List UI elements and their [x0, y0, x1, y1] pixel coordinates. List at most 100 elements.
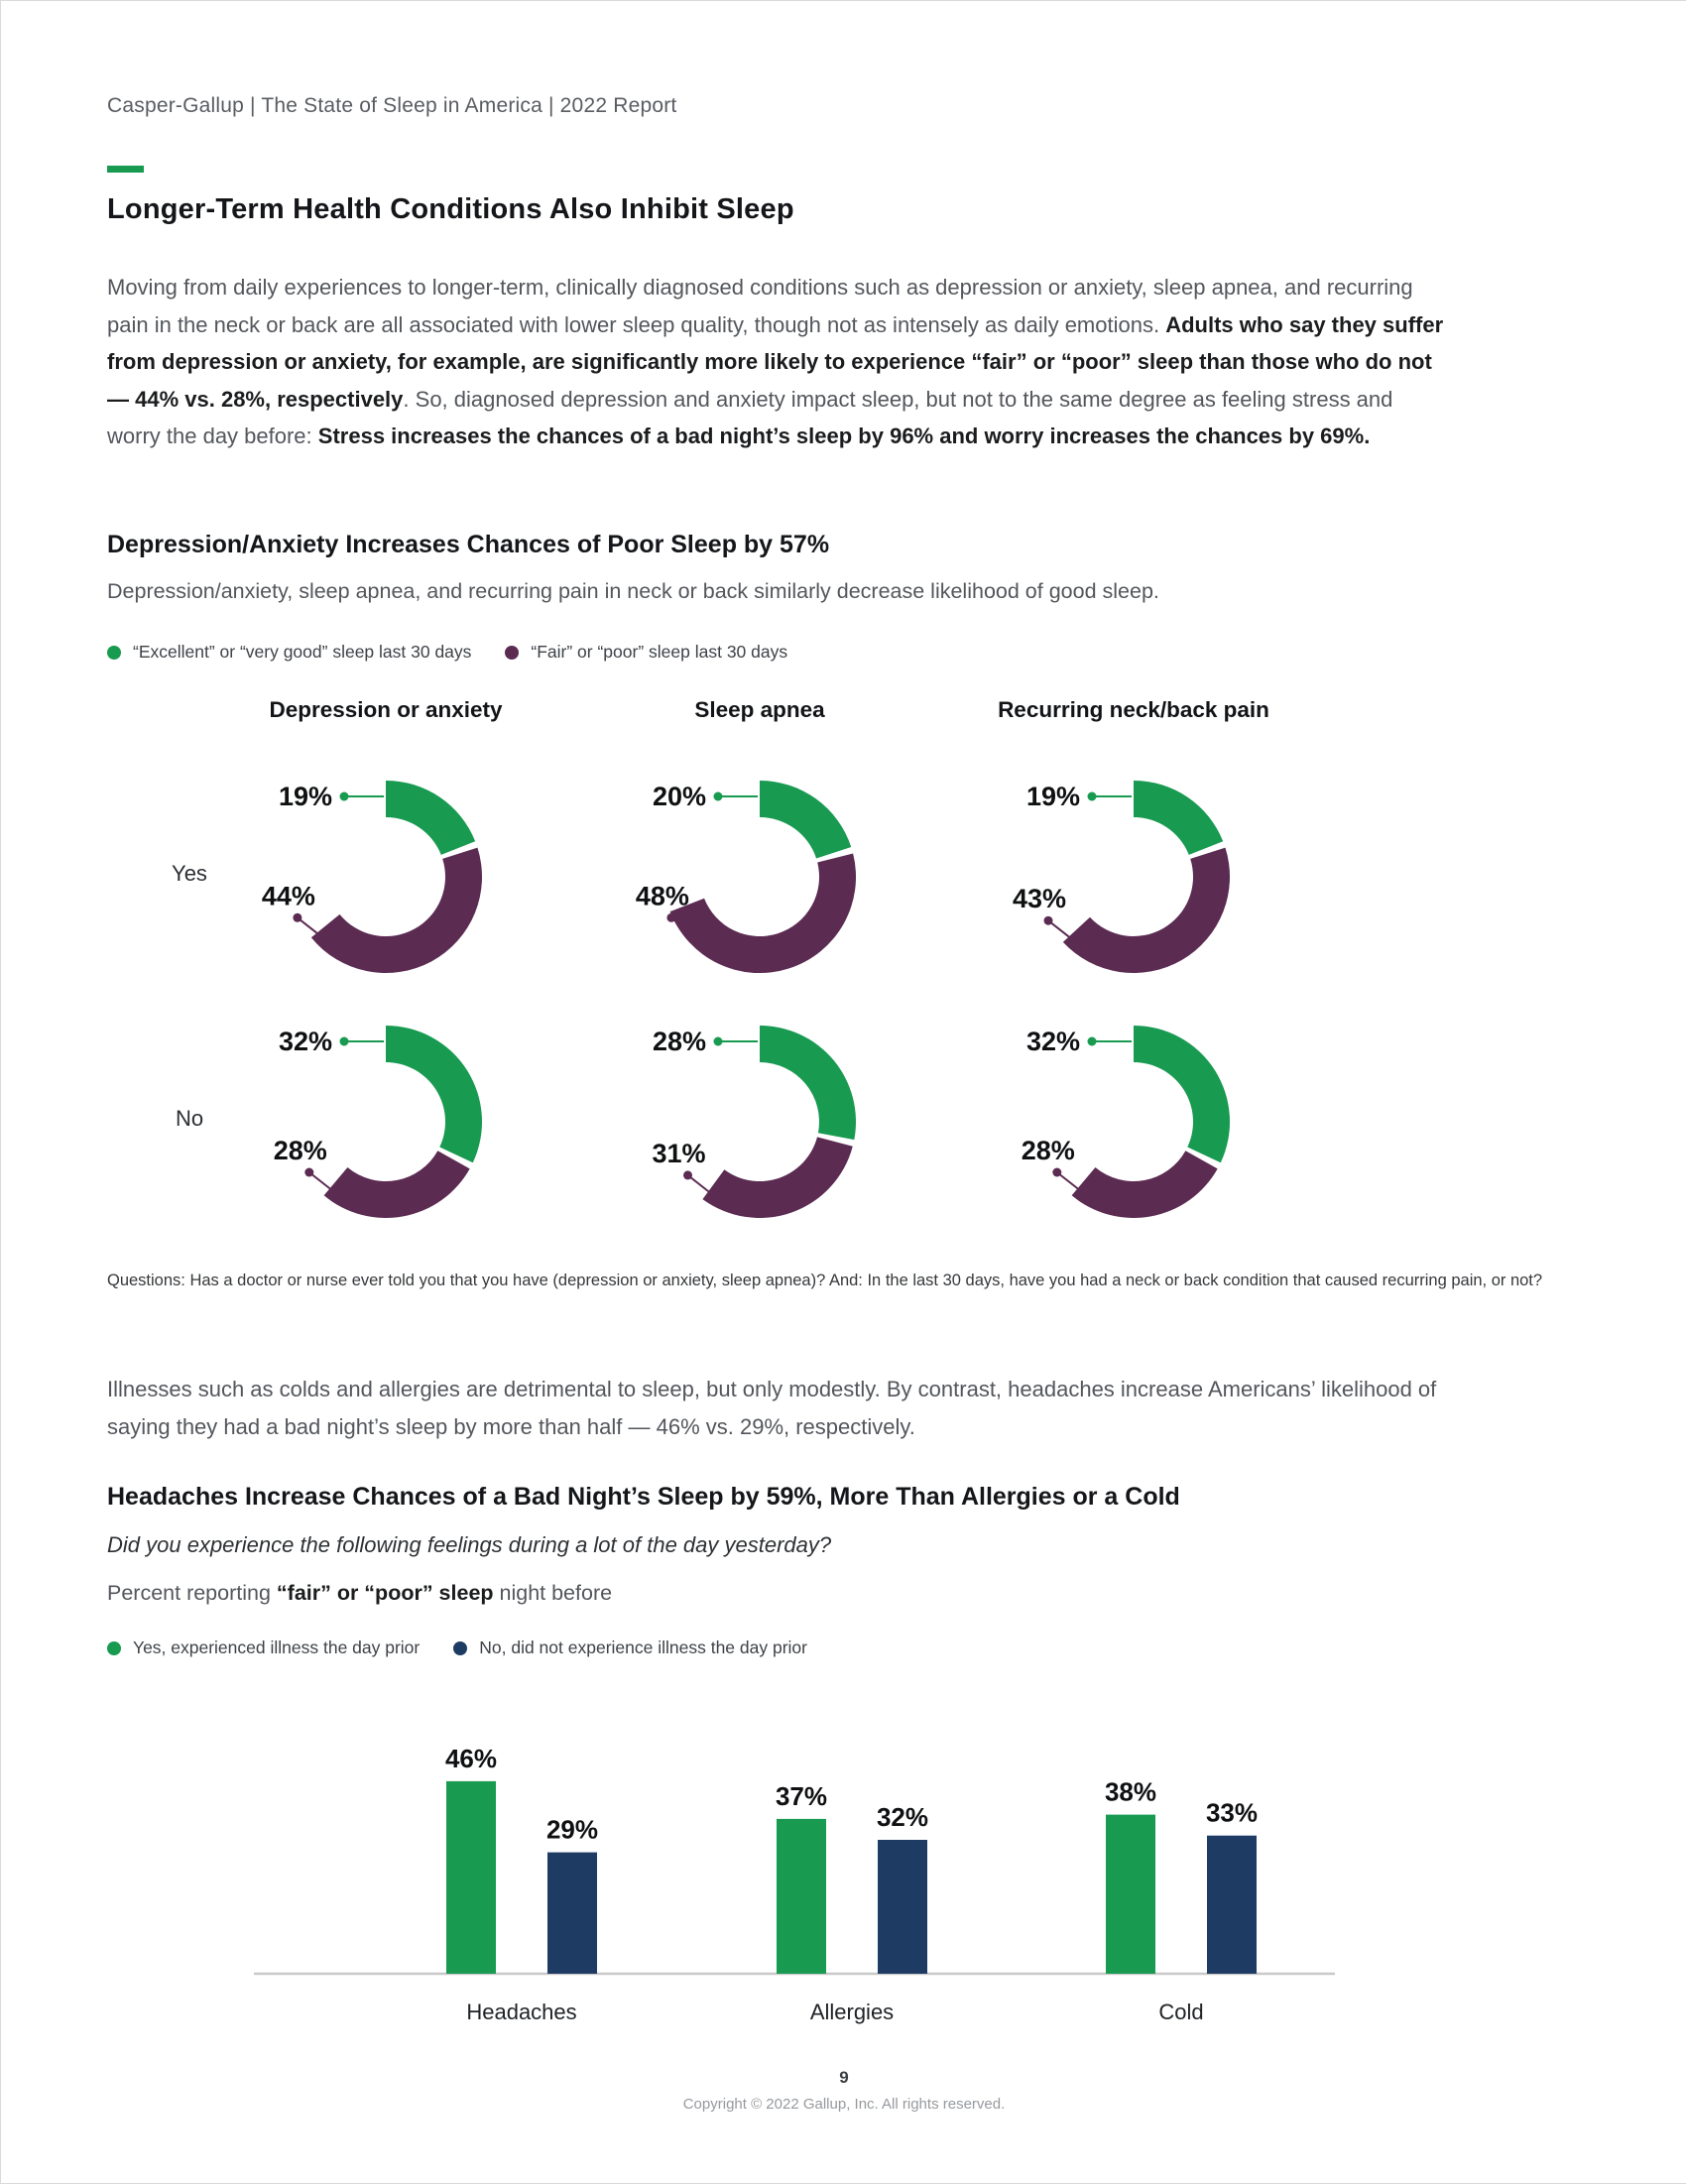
leader-dot-icon	[683, 1170, 692, 1180]
donut-chart-subtitle: Depression/anxiety, sleep apnea, and rec…	[107, 579, 1159, 603]
report-header: Casper-Gallup | The State of Sleep in Am…	[107, 94, 677, 117]
donut-segment-excellent	[760, 1026, 856, 1141]
intro-text-2: . So, diagnosed depression and anxiety i…	[107, 386, 1393, 449]
donut-chart-cell: 32% 28%	[896, 993, 1272, 1251]
donut-segment-fair-poor	[1062, 847, 1231, 974]
measure-prefix: Percent reporting	[107, 1581, 277, 1605]
page-title: Longer-Term Health Conditions Also Inhib…	[107, 193, 794, 225]
donut-chart-cell: 19% 44%	[148, 748, 525, 1006]
leader-dot-icon	[1087, 1036, 1097, 1046]
donut-svg: 32% 28%	[274, 1026, 483, 1218]
donut-svg: 28% 31%	[652, 1026, 856, 1218]
donut-segment-excellent	[386, 1026, 483, 1163]
leader-line	[686, 1174, 717, 1198]
legend-item: “Excellent” or “very good” sleep last 30…	[107, 642, 471, 663]
donut-value-excellent: 32%	[1026, 1027, 1080, 1056]
bar-category-label: Allergies	[810, 2000, 894, 2024]
measure-bold: “fair” or “poor” sleep	[276, 1581, 494, 1605]
donut-value-fair-poor: 28%	[1022, 1136, 1075, 1165]
donut-row-label-yes: Yes	[172, 861, 207, 886]
donut-svg: 19% 43%	[1013, 781, 1231, 974]
bar-value-label: 33%	[1206, 1798, 1258, 1828]
donut-segment-fair-poor	[702, 1137, 853, 1218]
leader-dot-icon	[339, 1036, 349, 1046]
donut-value-fair-poor: 44%	[262, 881, 315, 910]
middle-paragraph: Illnesses such as colds and allergies ar…	[107, 1377, 1437, 1439]
bar-value-label: 46%	[445, 1744, 497, 1773]
donut-segment-fair-poor	[323, 1151, 470, 1218]
page-number: 9	[839, 2068, 849, 2087]
leader-line	[308, 1171, 338, 1195]
bar-cold-yes	[1106, 1814, 1155, 1974]
leader-dot-icon	[1043, 915, 1053, 925]
legend-label: Yes, experienced illness the day prior	[133, 1638, 421, 1657]
donut-row-label-no: No	[175, 1106, 204, 1131]
donut-chart-legend: “Excellent” or “very good” sleep last 30…	[107, 642, 787, 663]
donut-value-fair-poor: 31%	[652, 1139, 705, 1168]
leader-dot-icon	[713, 1036, 723, 1046]
bar-category-label: Cold	[1158, 2000, 1203, 2024]
leader-line	[1056, 1171, 1086, 1195]
bar-headaches-no	[547, 1852, 597, 1974]
donut-svg: 32% 28%	[1022, 1026, 1231, 1218]
bar-chart-question: Did you experience the following feeling…	[107, 1532, 832, 1557]
leader-dot-icon	[339, 791, 349, 801]
bar-allergies-no	[878, 1840, 927, 1974]
leader-dot-icon	[1052, 1167, 1062, 1177]
legend-dot-yes-illness	[107, 1640, 121, 1655]
donut-segment-excellent	[1134, 1026, 1231, 1163]
intro-paragraph: Moving from daily experiences to longer-…	[107, 269, 1446, 455]
legend-label: “Excellent” or “very good” sleep last 30…	[133, 642, 472, 662]
legend-dot-fair-poor	[505, 645, 520, 660]
copyright: Copyright © 2022 Gallup, Inc. All rights…	[682, 2096, 1006, 2113]
donut-value-fair-poor: 43%	[1013, 884, 1066, 913]
bar-chart-title: Headaches Increase Chances of a Bad Nigh…	[107, 1483, 1180, 1511]
donut-svg: 20% 48%	[636, 781, 857, 974]
bar-category-label: Headaches	[466, 2000, 576, 2024]
donut-segment-excellent	[1134, 781, 1224, 855]
bar-value-label: 29%	[546, 1815, 598, 1845]
intro-text-1: Moving from daily experiences to longer-…	[107, 275, 1413, 337]
intro-bold-2: Stress increases the chances of a bad ni…	[317, 424, 1371, 448]
leader-dot-icon	[304, 1167, 314, 1177]
donut-segment-excellent	[760, 781, 852, 859]
legend-item: “Fair” or “poor” sleep last 30 days	[505, 642, 787, 663]
measure-suffix: night before	[493, 1581, 613, 1605]
donut-value-excellent: 32%	[279, 1027, 332, 1056]
donut-segment-fair-poor	[1071, 1151, 1218, 1218]
section-rule	[107, 166, 144, 173]
leader-dot-icon	[713, 791, 723, 801]
legend-label: No, did not experience illness the day p…	[479, 1638, 807, 1657]
donut-chart-cell: 20% 48%	[522, 748, 899, 1006]
donut-value-excellent: 28%	[653, 1027, 706, 1056]
donut-svg: 19% 44%	[262, 781, 483, 974]
donut-segment-excellent	[386, 781, 476, 855]
donut-chart-cell: 19% 43%	[896, 748, 1272, 1006]
donut-segment-fair-poor	[310, 847, 483, 974]
donut-chart-title: Depression/Anxiety Increases Chances of …	[107, 531, 830, 558]
bar-value-label: 32%	[877, 1802, 928, 1832]
bar-headaches-yes	[446, 1780, 496, 1974]
legend-item: No, did not experience illness the day p…	[453, 1638, 807, 1658]
bar-value-label: 37%	[776, 1781, 827, 1811]
intro-bold-1: Adults who say they suffer from depressi…	[107, 311, 1444, 412]
donut-chart-cell: 32% 28%	[148, 993, 525, 1251]
legend-item: Yes, experienced illness the day prior	[107, 1638, 420, 1658]
donut-value-excellent: 19%	[1026, 782, 1080, 811]
donut-value-excellent: 19%	[279, 782, 332, 811]
donut-segment-fair-poor	[669, 853, 857, 974]
leader-dot-icon	[1087, 791, 1097, 801]
donut-chart-cell: 28% 31%	[522, 993, 899, 1251]
leader-line	[1047, 919, 1077, 943]
donut-value-fair-poor: 28%	[274, 1136, 327, 1165]
donut-value-fair-poor: 48%	[636, 881, 689, 910]
bar-value-label: 38%	[1105, 1777, 1156, 1807]
leader-line	[670, 916, 700, 941]
bar-chart-legend: Yes, experienced illness the day prior N…	[107, 1638, 807, 1658]
bar-chart-measure-line: Percent reporting “fair” or “poor” sleep…	[107, 1581, 612, 1606]
leader-dot-icon	[666, 912, 676, 922]
donut-column-header-depression: Depression or anxiety	[269, 697, 503, 722]
donut-column-header-sleep-apnea: Sleep apnea	[694, 697, 825, 722]
leader-dot-icon	[293, 912, 302, 922]
